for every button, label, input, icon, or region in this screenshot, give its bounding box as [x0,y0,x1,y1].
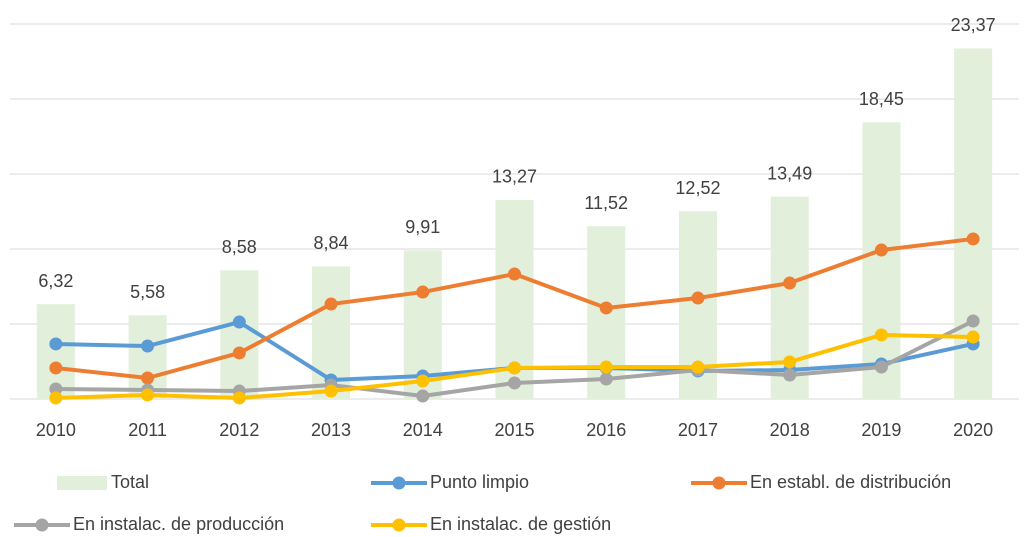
data-label: 12,52 [675,178,720,198]
data-label: 9,91 [405,217,440,237]
legend-marker [712,476,726,490]
legend-label: Punto limpio [430,472,529,492]
point [874,360,888,374]
x-tick-label: 2015 [494,420,534,440]
legend-marker [35,518,49,532]
x-tick-label: 2012 [219,420,259,440]
point [232,346,246,360]
point [416,389,430,403]
point [141,339,155,353]
point [232,315,246,329]
point [324,297,338,311]
legend-swatch [57,476,107,490]
point [416,374,430,388]
legend-label: En instalac. de gestión [430,514,611,534]
point [874,328,888,342]
data-label: 8,58 [222,237,257,257]
point [232,391,246,405]
data-label: 5,58 [130,282,165,302]
point [599,301,613,315]
point [966,330,980,344]
point [49,337,63,351]
legend-label: Total [111,472,149,492]
data-label: 6,32 [38,271,73,291]
x-tick-label: 2013 [311,420,351,440]
point [783,276,797,290]
legend-marker [392,476,406,490]
point [783,368,797,382]
x-tick-label: 2010 [36,420,76,440]
x-tick-label: 2014 [403,420,443,440]
data-label: 13,27 [492,167,537,187]
point [691,291,705,305]
point [691,360,705,374]
point [508,361,521,375]
bar [862,122,901,399]
point [599,372,613,386]
point [874,243,888,257]
point [324,384,338,398]
bar [220,270,259,399]
legend-marker [392,518,406,532]
data-label: 18,45 [859,89,904,109]
data-label: 13,49 [767,163,812,183]
point [599,360,613,374]
point [508,376,521,390]
point [783,355,797,369]
point [141,388,155,402]
legend-label: En establ. de distribución [750,472,951,492]
x-tick-label: 2020 [953,420,993,440]
x-tick-label: 2011 [128,420,167,440]
point [141,371,155,385]
point [49,361,63,375]
x-tick-label: 2018 [770,420,810,440]
data-label: 11,52 [584,193,628,213]
x-tick-label: 2016 [586,420,626,440]
point [49,391,63,405]
x-tick-label: 2017 [678,420,718,440]
point [508,267,521,281]
point [49,382,63,396]
data-label: 23,37 [951,15,996,35]
legend-label: En instalac. de producción [73,514,284,534]
point [966,232,980,246]
point [966,314,980,328]
data-label: 8,84 [314,233,349,253]
point [416,285,430,299]
x-tick-label: 2019 [861,420,901,440]
